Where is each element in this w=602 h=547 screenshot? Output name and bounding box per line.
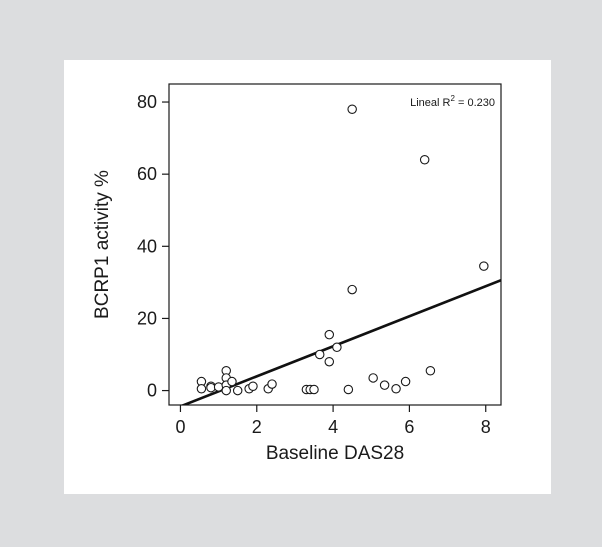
y-tick-label: 0 (147, 381, 157, 401)
chart-card: 0 2 4 6 8 0 20 40 60 80 Baseline DAS28 BCRP1 activi… (64, 60, 551, 494)
y-tick-label: 20 (137, 308, 157, 328)
x-tick-label: 2 (252, 417, 262, 437)
data-point (309, 384, 319, 395)
data-point (391, 384, 401, 394)
data-point (324, 329, 335, 340)
data-point (248, 381, 258, 391)
data-point (425, 365, 436, 376)
y-tick-label: 60 (137, 164, 157, 184)
data-point (368, 373, 378, 383)
x-tick-label: 0 (175, 417, 185, 437)
x-tick-label: 6 (404, 417, 414, 437)
data-point (221, 385, 231, 396)
y-tick-label: 40 (137, 236, 157, 256)
y-tick-label: 80 (137, 92, 157, 112)
data-point (347, 104, 357, 114)
data-point (314, 349, 325, 360)
r-squared-annotation: Lineal R2 = 0.230 (410, 94, 495, 109)
data-point (267, 379, 277, 389)
data-point (227, 376, 237, 387)
data-point (196, 384, 207, 394)
data-point (343, 384, 354, 395)
data-point (332, 342, 342, 353)
data-point (324, 356, 335, 367)
y-axis-title: BCRP1 activity % (92, 170, 113, 319)
data-point (479, 261, 489, 271)
data-point (232, 385, 243, 396)
x-axis-title: Baseline DAS28 (266, 443, 404, 464)
data-point (400, 376, 411, 387)
plot-frame (168, 83, 502, 406)
data-point (419, 154, 430, 165)
x-tick-label: 4 (328, 417, 338, 437)
x-tick-label: 8 (481, 417, 491, 437)
data-point (347, 284, 357, 295)
data-point (379, 380, 390, 390)
